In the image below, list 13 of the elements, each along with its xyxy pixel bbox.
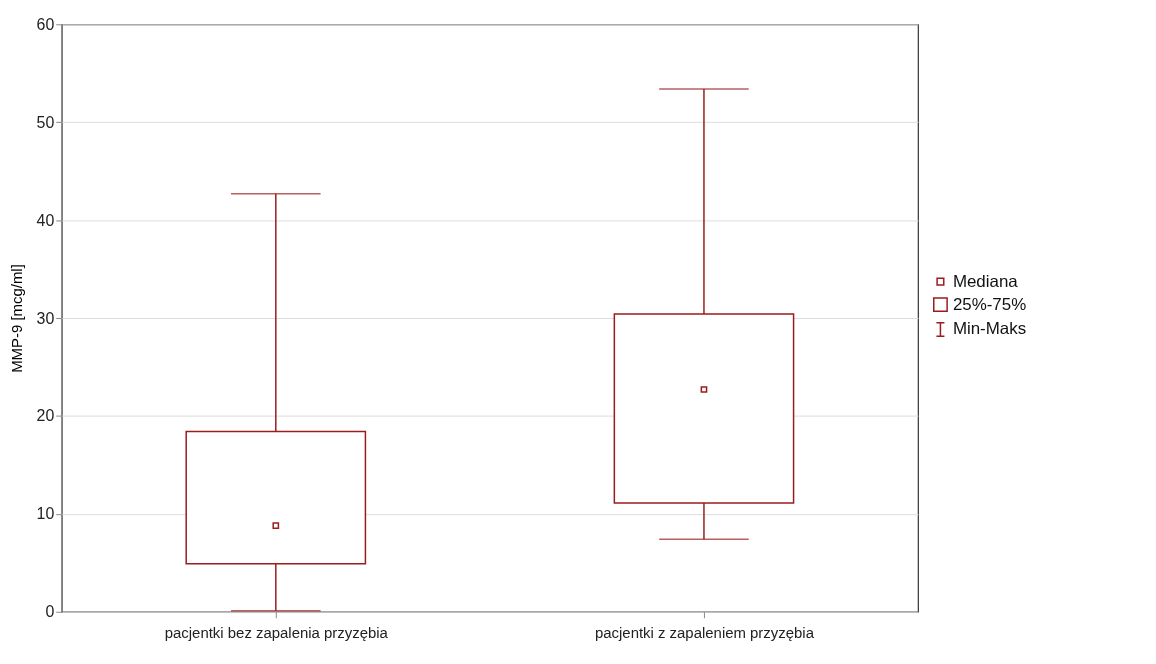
x-tick-label: pacjentki z zapaleniem przyzębia <box>594 624 815 642</box>
text: Min-Maks <box>952 319 1027 339</box>
y-tick-label: 40 <box>36 211 55 229</box>
text: 25%-75% <box>952 294 1027 314</box>
text: Mediana <box>952 271 1019 291</box>
y-tick-label: 50 <box>36 113 55 131</box>
y-tick-label: 0 <box>45 603 55 621</box>
y-tick-label: 20 <box>36 407 55 425</box>
y-axis-title: MMP-9 [mcg/ml] <box>7 264 25 373</box>
y-tick-label: 10 <box>36 505 55 523</box>
x-tick-label: pacjentki bez zapalenia przyzębia <box>164 624 389 642</box>
y-tick-label: 60 <box>36 15 55 33</box>
y-tick-label: 30 <box>36 309 55 327</box>
